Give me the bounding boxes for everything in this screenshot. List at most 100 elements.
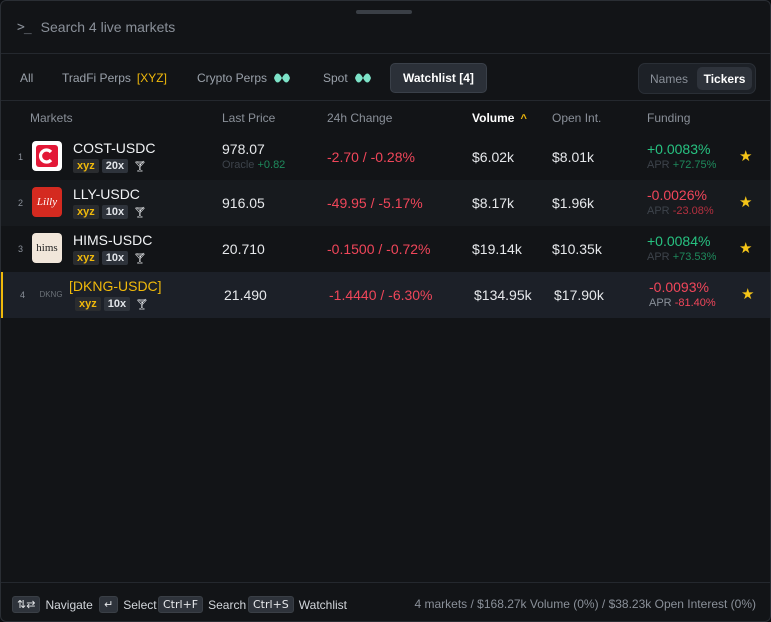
xyz-tag: [XYZ] xyxy=(136,71,167,85)
ctrl-f-key: Ctrl+F xyxy=(158,596,204,613)
row-index: 4 xyxy=(20,290,26,300)
table-header: Markets Last Price 24h Change Volume ^ Op… xyxy=(1,102,770,134)
column-funding[interactable]: Funding xyxy=(647,111,691,125)
funding-rate: -0.0093% xyxy=(649,279,709,295)
shortcut-select: ↵ Select xyxy=(99,596,157,613)
dex-badge: xyz xyxy=(75,297,101,311)
column-last-price[interactable]: Last Price xyxy=(222,111,276,125)
table-row[interactable]: 1 COST-USDC xyz 20x 🍸︎ 978.07 Oracle +0.… xyxy=(1,134,770,180)
oracle-price: Oracle +0.82 xyxy=(222,159,285,171)
funding-rate: -0.0026% xyxy=(647,187,707,203)
star-icon[interactable]: ★ xyxy=(739,148,753,165)
star-icon[interactable]: ★ xyxy=(739,240,753,257)
hyperliquid-icon xyxy=(274,73,291,83)
drag-handle[interactable] xyxy=(356,10,412,14)
select-label: Select xyxy=(123,597,157,612)
leverage-badge: 10x xyxy=(101,251,129,265)
market-symbol: HIMS-USDC xyxy=(73,232,153,248)
tab-label: TradFi Perps xyxy=(62,71,131,85)
shortcut-search: Ctrl+F Search xyxy=(158,596,246,613)
volume: $6.02k xyxy=(472,149,515,165)
star-icon[interactable]: ★ xyxy=(741,286,755,303)
market-badges: xyz 10x 🍸︎ xyxy=(73,205,147,219)
navigate-key: ⇅⇄ xyxy=(12,596,41,613)
table-row-selected[interactable]: 4 DKNG [DKNG-USDC] xyz 10x 🍸︎ 21.490 -1.… xyxy=(1,272,770,318)
cocktail-icon: 🍸︎ xyxy=(135,298,150,311)
hims-logo: hims xyxy=(32,233,62,263)
search-label: Search xyxy=(208,597,247,612)
names-toggle-button[interactable]: Names xyxy=(649,71,688,86)
keyboard-shortcuts-footer: ⇅⇄ Navigate ↵ Select Ctrl+F Search Ctrl+… xyxy=(1,582,770,621)
tab-label: Watchlist [4] xyxy=(403,71,474,85)
market-symbol: COST-USDC xyxy=(73,140,156,156)
tab-watchlist[interactable]: Watchlist [4] xyxy=(390,63,487,93)
tab-crypto-perps[interactable]: Crypto Perps xyxy=(185,64,303,92)
open-interest: $17.90k xyxy=(554,287,604,303)
column-open-interest[interactable]: Open Int. xyxy=(552,111,602,125)
search-bar: >_ xyxy=(1,1,770,54)
costco-c-icon xyxy=(36,145,58,167)
open-interest: $8.01k xyxy=(552,149,595,165)
leverage-badge: 20x xyxy=(101,159,129,173)
market-symbol: [DKNG-USDC] xyxy=(69,278,162,294)
apr-label: APR xyxy=(647,205,670,217)
oracle-label: Oracle xyxy=(222,159,255,171)
market-badges: xyz 20x 🍸︎ xyxy=(73,159,147,173)
star-icon[interactable]: ★ xyxy=(739,194,753,211)
market-badges: xyz 10x 🍸︎ xyxy=(75,297,149,311)
market-symbol: LLY-USDC xyxy=(73,186,140,202)
volume: $134.95k xyxy=(474,287,532,303)
funding-rate: +0.0084% xyxy=(647,233,711,249)
tab-tradfi-perps[interactable]: TradFi Perps [XYZ] xyxy=(50,64,179,92)
24h-change: -2.70 / -0.28% xyxy=(327,149,415,165)
24h-change: -1.4440 / -6.30% xyxy=(329,287,433,303)
row-index: 3 xyxy=(18,244,24,254)
dex-badge: xyz xyxy=(73,159,99,173)
oracle-change: +0.82 xyxy=(257,159,286,171)
volume: $8.17k xyxy=(472,195,515,211)
column-volume[interactable]: Volume ^ xyxy=(472,111,527,125)
last-price: 978.07 xyxy=(222,141,265,157)
tab-spot[interactable]: Spot xyxy=(311,64,384,92)
cost-logo xyxy=(32,141,62,171)
tab-label: Crypto Perps xyxy=(197,71,268,85)
volume: $19.14k xyxy=(472,241,522,257)
enter-key: ↵ xyxy=(99,596,119,613)
apr-label: APR xyxy=(649,297,672,309)
funding-apr: APR -23.08% xyxy=(647,205,714,217)
watchlist-label: Watchlist xyxy=(298,597,348,612)
24h-change: -0.1500 / -0.72% xyxy=(327,241,431,257)
filter-tabs: All TradFi Perps [XYZ] Crypto Perps Spot… xyxy=(1,55,770,101)
column-markets[interactable]: Markets xyxy=(30,111,73,125)
row-index: 1 xyxy=(18,152,24,162)
column-24h-change[interactable]: 24h Change xyxy=(327,111,393,125)
apr-value: -81.40% xyxy=(674,297,716,309)
funding-apr: APR -81.40% xyxy=(649,297,716,309)
apr-value: +73.53% xyxy=(672,251,717,263)
last-price: 916.05 xyxy=(222,195,265,211)
24h-change: -49.95 / -5.17% xyxy=(327,195,423,211)
ctrl-s-key: Ctrl+S xyxy=(248,596,294,613)
column-volume-label: Volume xyxy=(472,111,515,125)
table-row[interactable]: 2 Lilly LLY-USDC xyz 10x 🍸︎ 916.05 -49.9… xyxy=(1,180,770,226)
apr-label: APR xyxy=(647,251,670,263)
hims-logo-text: hims xyxy=(36,242,58,254)
dkng-logo: DKNG xyxy=(36,279,66,309)
apr-value: -23.08% xyxy=(672,205,714,217)
leverage-badge: 10x xyxy=(103,297,131,311)
tickers-toggle-button[interactable]: Tickers xyxy=(697,67,752,90)
cocktail-icon: 🍸︎ xyxy=(133,160,148,173)
dkng-logo-text: DKNG xyxy=(39,289,63,299)
funding-apr: APR +73.53% xyxy=(647,251,716,263)
apr-label: APR xyxy=(647,159,670,171)
search-input[interactable] xyxy=(40,19,441,35)
tab-all[interactable]: All xyxy=(8,64,45,92)
lilly-logo-text: Lilly xyxy=(36,196,58,208)
navigate-label: Navigate xyxy=(45,597,93,612)
table-row[interactable]: 3 hims HIMS-USDC xyz 10x 🍸︎ 20.710 -0.15… xyxy=(1,226,770,272)
shortcut-navigate: ⇅⇄ Navigate xyxy=(12,596,93,613)
markets-summary: 4 markets / $168.27k Volume (0%) / $38.2… xyxy=(414,597,756,611)
market-badges: xyz 10x 🍸︎ xyxy=(73,251,147,265)
last-price: 21.490 xyxy=(224,287,267,303)
cocktail-icon: 🍸︎ xyxy=(133,206,148,219)
